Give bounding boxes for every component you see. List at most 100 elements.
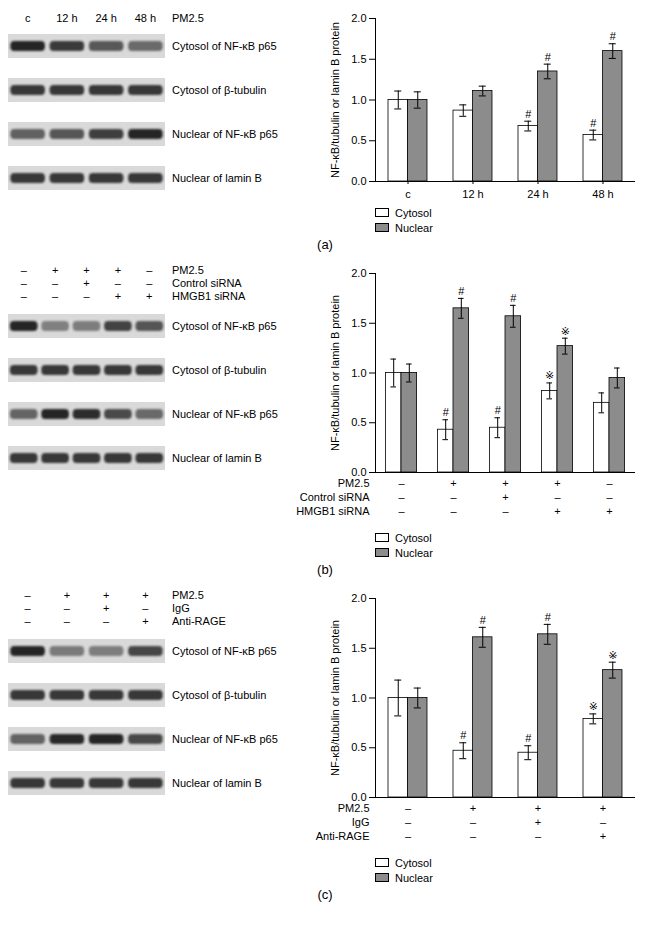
svg-text:–: – [52, 277, 59, 289]
svg-text:–: – [405, 802, 412, 814]
svg-text:Nuclear of NF-κB p65: Nuclear of NF-κB p65 [172, 733, 278, 745]
svg-text:–: – [64, 615, 71, 627]
svg-text:1.5: 1.5 [351, 53, 366, 65]
svg-text:#: # [545, 611, 552, 623]
svg-text:12 h: 12 h [56, 12, 77, 24]
svg-text:#: # [525, 108, 532, 120]
svg-text:2.0: 2.0 [351, 592, 366, 604]
svg-text:#: # [480, 614, 487, 626]
svg-text:–: – [398, 477, 405, 489]
svg-text:Control siRNA: Control siRNA [300, 491, 370, 503]
svg-text:#: # [460, 729, 467, 741]
svg-text:+: + [103, 589, 109, 601]
svg-text:–: – [405, 816, 412, 828]
svg-text:+: + [115, 264, 121, 276]
svg-text:–: – [502, 505, 509, 517]
svg-text:–: – [405, 830, 412, 842]
svg-text:#: # [443, 406, 450, 418]
svg-text:#: # [610, 30, 617, 42]
svg-text:–: – [606, 477, 613, 489]
svg-text:※: ※ [608, 649, 617, 661]
svg-text:#: # [525, 732, 532, 744]
svg-text:+: + [64, 589, 70, 601]
svg-text:–: – [52, 290, 59, 302]
svg-text:#: # [458, 285, 465, 297]
svg-text:48 h: 48 h [592, 188, 613, 200]
svg-text:–: – [146, 264, 153, 276]
svg-text:+: + [600, 802, 606, 814]
svg-text:Nuclear of lamin B: Nuclear of lamin B [172, 452, 262, 464]
svg-text:+: + [83, 264, 89, 276]
svg-text:–: – [83, 290, 90, 302]
svg-text:–: – [554, 491, 561, 503]
svg-text:c: c [405, 188, 411, 200]
svg-text:PM2.5: PM2.5 [172, 12, 204, 24]
svg-text:Cytosol of NF-κB p65: Cytosol of NF-κB p65 [172, 40, 277, 52]
svg-text:+: + [502, 477, 508, 489]
svg-text:+: + [502, 491, 508, 503]
svg-text:Cytosol of β-tubulin: Cytosol of β-tubulin [172, 364, 266, 376]
svg-text:–: – [470, 830, 477, 842]
svg-text:※: ※ [589, 700, 598, 712]
svg-text:Cytosol of β-tubulin: Cytosol of β-tubulin [172, 689, 266, 701]
svg-text:1.5: 1.5 [351, 317, 366, 329]
svg-text:HMGB1 siRNA: HMGB1 siRNA [296, 505, 370, 517]
svg-text:2.0: 2.0 [351, 12, 366, 24]
svg-text:+: + [83, 277, 89, 289]
svg-text:1.0: 1.0 [351, 367, 366, 379]
svg-text:1.0: 1.0 [351, 692, 366, 704]
svg-text:Nuclear of lamin B: Nuclear of lamin B [172, 777, 262, 789]
svg-text:–: – [25, 615, 32, 627]
svg-text:0.5: 0.5 [351, 416, 366, 428]
svg-text:–: – [142, 602, 149, 614]
svg-text:–: – [470, 816, 477, 828]
svg-text:Cytosol of β-tubulin: Cytosol of β-tubulin [172, 84, 266, 96]
svg-text:–: – [450, 505, 457, 517]
svg-text:+: + [142, 589, 148, 601]
svg-text:+: + [554, 505, 560, 517]
svg-text:+: + [115, 290, 121, 302]
svg-text:IgG: IgG [352, 816, 370, 828]
svg-text:+: + [606, 505, 612, 517]
svg-text:+: + [146, 290, 152, 302]
svg-text:2.0: 2.0 [351, 267, 366, 279]
svg-text:NF-κB/tubulin or lamin B prote: NF-κB/tubulin or lamin B protein [329, 22, 341, 178]
svg-text:+: + [103, 602, 109, 614]
svg-text:Anti-RAGE: Anti-RAGE [316, 830, 370, 842]
svg-text:Nuclear of lamin B: Nuclear of lamin B [172, 172, 262, 184]
svg-text:#: # [545, 51, 552, 63]
svg-text:#: # [590, 117, 597, 129]
svg-text:–: – [398, 491, 405, 503]
svg-text:–: – [103, 615, 110, 627]
svg-text:1.5: 1.5 [351, 642, 366, 654]
svg-text:+: + [554, 477, 560, 489]
svg-text:0.0: 0.0 [351, 175, 366, 187]
svg-text:–: – [21, 264, 28, 276]
svg-text:–: – [21, 277, 28, 289]
svg-text:–: – [64, 602, 71, 614]
svg-text:+: + [470, 802, 476, 814]
svg-text:PM2.5: PM2.5 [172, 264, 204, 276]
svg-text:+: + [142, 615, 148, 627]
svg-text:0.5: 0.5 [351, 741, 366, 753]
svg-text:+: + [535, 816, 541, 828]
svg-text:–: – [25, 589, 32, 601]
svg-text:PM2.5: PM2.5 [172, 589, 204, 601]
svg-text:Anti-RAGE: Anti-RAGE [172, 615, 226, 627]
svg-text:–: – [25, 602, 32, 614]
svg-text:–: – [606, 491, 613, 503]
svg-text:24 h: 24 h [95, 12, 116, 24]
svg-text:IgG: IgG [172, 602, 190, 614]
svg-text:+: + [600, 830, 606, 842]
svg-text:–: – [535, 830, 542, 842]
svg-text:Nuclear of NF-κB p65: Nuclear of NF-κB p65 [172, 408, 278, 420]
svg-text:–: – [398, 505, 405, 517]
svg-text:12 h: 12 h [462, 188, 483, 200]
svg-text:–: – [450, 491, 457, 503]
svg-text:HMGB1 siRNA: HMGB1 siRNA [172, 290, 246, 302]
svg-text:–: – [21, 290, 28, 302]
svg-text:Control siRNA: Control siRNA [172, 277, 242, 289]
svg-text:PM2.5: PM2.5 [338, 477, 370, 489]
svg-text:NF-κB/tubulin or lamin B prote: NF-κB/tubulin or lamin B protein [329, 620, 341, 776]
svg-text:–: – [146, 277, 153, 289]
